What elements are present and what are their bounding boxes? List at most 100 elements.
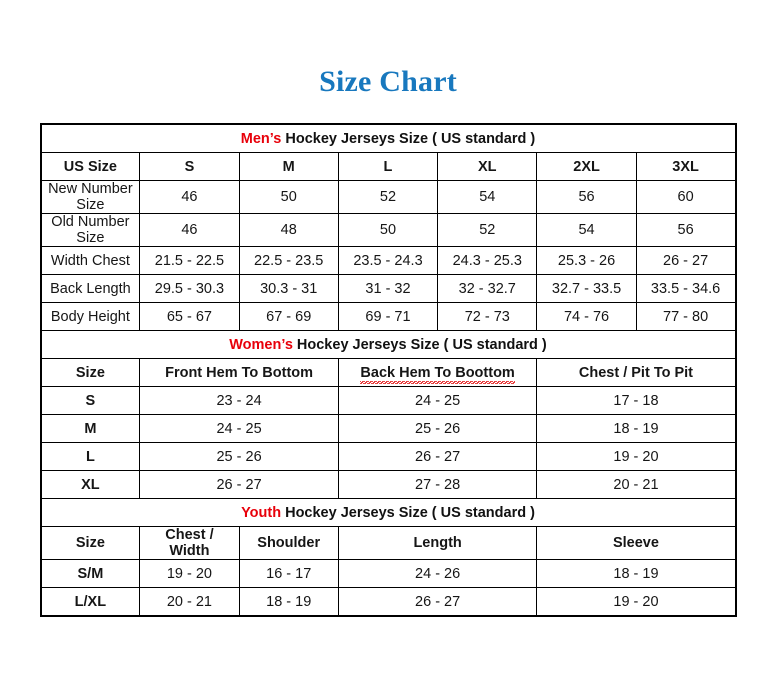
table-row: S 23 - 24 24 - 25 17 - 18 [39, 386, 736, 415]
column-header-youth-1: Chest / Width [139, 526, 240, 560]
cell-mens-0-2: 52 [337, 180, 439, 214]
cell-womens-0-0: 23 - 24 [139, 386, 339, 415]
column-header-mens-6: 3XL [635, 152, 737, 181]
cell-youth-0-1: 16 - 17 [238, 559, 339, 588]
cell-youth-0-3: 18 - 19 [536, 559, 736, 588]
section-banner-accent-youth: Youth [241, 504, 282, 521]
row-label-mens-3: Back Length [39, 274, 141, 303]
row-label-womens-1: M [39, 414, 141, 443]
table-row: L 25 - 26 26 - 27 19 - 20 [39, 442, 736, 471]
column-header-mens-3: L [337, 152, 439, 181]
cell-mens-4-5: 77 - 80 [635, 302, 737, 331]
cell-womens-2-2: 19 - 20 [536, 442, 736, 471]
column-header-youth-3: Length [337, 526, 538, 560]
cell-mens-2-2: 23.5 - 24.3 [337, 246, 439, 275]
section-banner-mens: Men’s Hockey Jerseys Size ( US standard … [40, 123, 736, 153]
cell-mens-3-2: 31 - 32 [337, 274, 439, 303]
cell-womens-2-0: 25 - 26 [139, 442, 339, 471]
cell-mens-1-0: 46 [139, 213, 240, 247]
cell-youth-1-1: 18 - 19 [238, 587, 339, 617]
cell-mens-0-0: 46 [139, 180, 240, 214]
cell-youth-0-2: 24 - 26 [337, 559, 538, 588]
cell-youth-1-0: 20 - 21 [139, 587, 240, 617]
cell-mens-3-4: 32.7 - 33.5 [536, 274, 637, 303]
cell-mens-1-4: 54 [536, 213, 637, 247]
section-banner-accent-mens: Men’s [240, 130, 282, 147]
cell-mens-3-5: 33.5 - 34.6 [635, 274, 737, 303]
column-header-youth-4: Sleeve [536, 526, 736, 560]
cell-womens-2-1: 26 - 27 [337, 442, 538, 471]
table-row: Back Length 29.5 - 30.3 30.3 - 31 31 - 32 32… [39, 274, 737, 303]
cell-mens-0-5: 60 [635, 180, 737, 214]
column-header-youth-2: Shoulder [238, 526, 339, 560]
section-banner-womens: Women’s Hockey Jerseys Size ( US standar… [40, 330, 736, 359]
cell-mens-1-2: 50 [337, 213, 439, 247]
cell-youth-1-3: 19 - 20 [536, 587, 736, 617]
cell-womens-3-0: 26 - 27 [139, 470, 339, 499]
cell-mens-0-3: 54 [437, 180, 538, 214]
cell-mens-2-1: 22.5 - 23.5 [238, 246, 339, 275]
cell-youth-1-2: 26 - 27 [337, 587, 538, 617]
cell-mens-1-5: 56 [635, 213, 737, 247]
column-header-row-womens: Size Front Hem To Bottom Back Hem To Boott… [39, 358, 736, 387]
table-row: M 24 - 25 25 - 26 18 - 19 [39, 414, 736, 443]
section-banner-youth: Youth Hockey Jerseys Size ( US standard … [40, 498, 736, 527]
cell-mens-3-0: 29.5 - 30.3 [139, 274, 240, 303]
cell-mens-2-4: 25.3 - 26 [536, 246, 637, 275]
cell-mens-2-5: 26 - 27 [635, 246, 737, 275]
section-banner-row-womens: Women’s Hockey Jerseys Size ( US standar… [40, 330, 736, 359]
column-header-mens-5: 2XL [536, 152, 637, 181]
row-label-mens-1: Old Number Size [39, 213, 141, 247]
cell-mens-3-1: 30.3 - 31 [238, 274, 339, 303]
cell-mens-4-3: 72 - 73 [437, 302, 538, 331]
cell-womens-1-1: 25 - 26 [337, 414, 538, 443]
section-banner-row-youth: Youth Hockey Jerseys Size ( US standard … [40, 498, 736, 527]
cell-womens-3-1: 27 - 28 [337, 470, 538, 499]
cell-mens-4-0: 65 - 67 [139, 302, 240, 331]
column-header-row-mens: US Size S M L XL 2XL 3XL [39, 152, 737, 181]
column-header-row-youth: Size Chest / Width Shoulder Length Sleeve [39, 526, 736, 560]
cell-womens-1-2: 18 - 19 [536, 414, 736, 443]
table-row: XL 26 - 27 27 - 28 20 - 21 [39, 470, 736, 499]
column-header-mens-4: XL [437, 152, 538, 181]
cell-mens-4-4: 74 - 76 [536, 302, 637, 331]
cell-mens-4-2: 69 - 71 [337, 302, 439, 331]
cell-mens-1-3: 52 [437, 213, 538, 247]
table-row: L/XL 20 - 21 18 - 19 26 - 27 19 - 20 [39, 587, 736, 617]
column-header-womens-3: Chest / Pit To Pit [536, 358, 736, 387]
section-banner-text-mens: Hockey Jerseys Size ( US standard ) [281, 130, 536, 147]
column-header-mens-1: S [139, 152, 240, 181]
size-chart-container: Men’s Hockey Jerseys Size ( US standard … [39, 100, 737, 617]
table-row: Old Number Size 46 48 50 52 54 56 [39, 213, 737, 247]
size-chart-table: Men’s Hockey Jerseys Size ( US standard … [39, 123, 737, 617]
row-label-mens-2: Width Chest [39, 246, 141, 275]
cell-youth-0-0: 19 - 20 [139, 559, 240, 588]
cell-mens-4-1: 67 - 69 [238, 302, 339, 331]
cell-womens-0-2: 17 - 18 [536, 386, 736, 415]
row-label-womens-0: S [39, 386, 141, 415]
row-label-youth-1: L/XL [39, 587, 141, 617]
cell-mens-2-3: 24.3 - 25.3 [437, 246, 538, 275]
cell-mens-0-1: 50 [238, 180, 339, 214]
cell-womens-1-0: 24 - 25 [139, 414, 339, 443]
column-header-womens-2: Back Hem To Boottom [337, 358, 538, 387]
row-label-youth-0: S/M [39, 559, 141, 588]
table-row: Width Chest 21.5 - 22.5 22.5 - 23.5 23.5 - … [39, 246, 737, 275]
row-label-mens-4: Body Height [39, 302, 141, 331]
cell-womens-0-1: 24 - 25 [337, 386, 538, 415]
section-banner-text-womens: Hockey Jerseys Size ( US standard ) [292, 336, 547, 353]
table-row: Body Height 65 - 67 67 - 69 69 - 71 72 - 73 7… [39, 302, 737, 331]
row-label-womens-2: L [39, 442, 141, 471]
column-header-mens-2: M [238, 152, 339, 181]
column-header-womens-0: Size [39, 358, 141, 387]
cell-mens-2-0: 21.5 - 22.5 [139, 246, 240, 275]
table-row: S/M 19 - 20 16 - 17 24 - 26 18 - 19 [39, 559, 736, 588]
section-banner-accent-womens: Women’s [229, 336, 293, 353]
page-title: Size Chart [319, 65, 457, 98]
table-row: New Number Size 46 50 52 54 56 60 [39, 180, 737, 214]
column-header-mens-0: US Size [39, 152, 141, 181]
column-header-womens-1: Front Hem To Bottom [139, 358, 339, 387]
cell-mens-1-1: 48 [238, 213, 339, 247]
column-header-youth-0: Size [39, 526, 141, 560]
section-banner-row-mens: Men’s Hockey Jerseys Size ( US standard … [40, 123, 736, 153]
